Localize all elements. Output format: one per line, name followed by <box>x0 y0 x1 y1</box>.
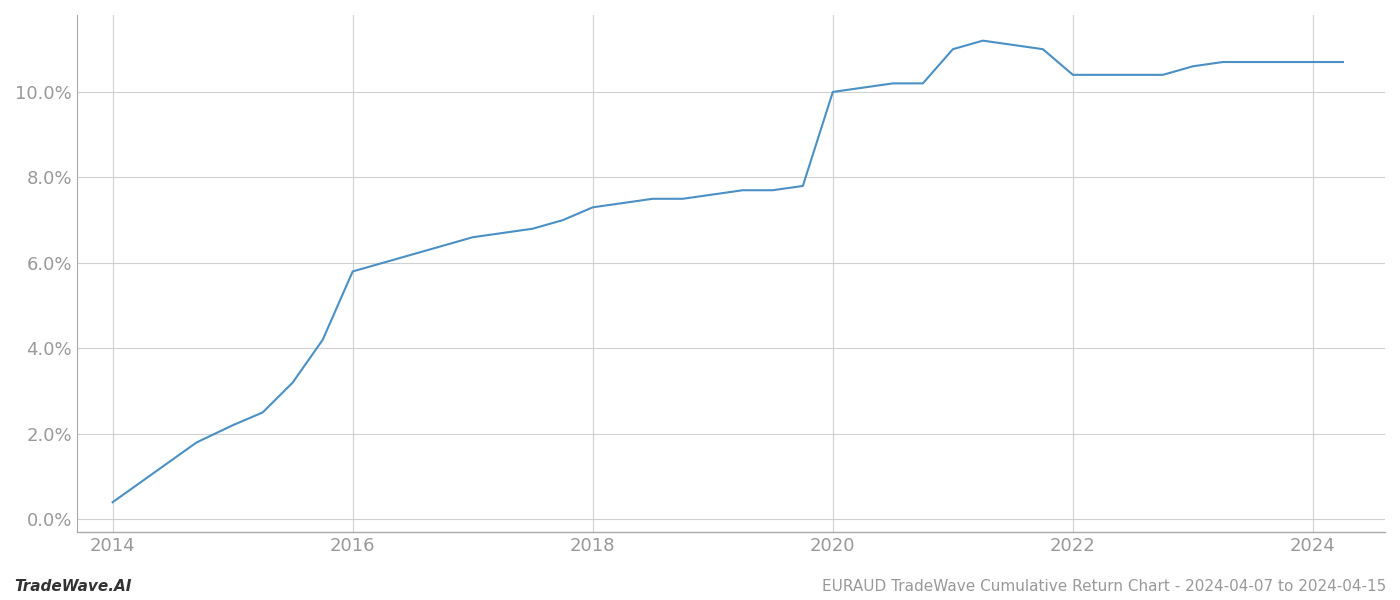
Text: TradeWave.AI: TradeWave.AI <box>14 579 132 594</box>
Text: EURAUD TradeWave Cumulative Return Chart - 2024-04-07 to 2024-04-15: EURAUD TradeWave Cumulative Return Chart… <box>822 579 1386 594</box>
